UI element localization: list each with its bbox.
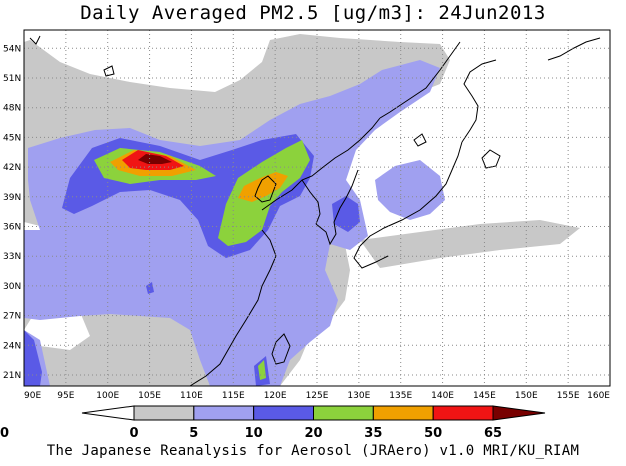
plot-frame	[23, 29, 611, 387]
colorbar-segment	[372, 405, 434, 421]
colorbar-segment	[253, 405, 315, 421]
latitude-labels: 21N 24N 27N 30N 33N 36N 39N 42N 45N 48N 51N 54N	[3, 44, 21, 381]
lon-tick-label: 90E	[24, 391, 41, 401]
colorbar-label: 20	[304, 426, 322, 441]
map-title: Daily Averaged PM2.5 [ug/m3]: 24Jun2013	[80, 2, 546, 24]
lon-tick-label: 120E	[264, 391, 287, 401]
lat-tick-label: 48N	[3, 104, 21, 114]
colorbar-label: 35	[364, 426, 382, 441]
lon-tick-label: 100E	[96, 391, 119, 401]
colorbar-segment	[492, 405, 546, 421]
colorbar-label: 80	[0, 426, 9, 441]
colorbar-segment	[81, 405, 135, 421]
lat-tick-label: 54N	[3, 44, 21, 54]
colorbar: 0 5 10 20 35 50 65 80	[0, 405, 546, 441]
colorbar-label: 50	[424, 426, 442, 441]
lon-tick-label: 160E	[587, 391, 610, 401]
colorbar-segment	[133, 405, 195, 421]
plot-area	[24, 30, 610, 387]
lon-tick-label: 155E	[557, 391, 580, 401]
lat-tick-label: 36N	[3, 223, 21, 233]
lon-tick-label: 125E	[306, 391, 329, 401]
lat-tick-label: 45N	[3, 133, 21, 143]
colorbar-segment	[432, 405, 494, 421]
colorbar-segment	[193, 405, 255, 421]
lat-tick-label: 24N	[3, 341, 21, 351]
grid-lines	[24, 30, 610, 386]
colorbar-label: 5	[189, 426, 198, 441]
colorbar-segment	[313, 405, 374, 421]
lon-tick-label: 115E	[222, 391, 245, 401]
contour-80-plus	[138, 154, 172, 164]
coastline	[29, 35, 601, 387]
lon-tick-label: 145E	[473, 391, 496, 401]
longitude-labels: 90E 95E 100E 105E 110E 115E 120E 125E 130E 135E 14…	[24, 391, 610, 401]
lon-tick-label: 110E	[180, 391, 203, 401]
lon-tick-label: 150E	[515, 391, 538, 401]
lat-tick-label: 39N	[3, 193, 21, 203]
colorbar-label: 10	[245, 426, 263, 441]
lat-tick-label: 51N	[3, 74, 21, 84]
lat-tick-label: 42N	[3, 163, 21, 173]
lon-tick-label: 105E	[138, 391, 161, 401]
footer-credit: The Japanese Reanalysis for Aerosol (JRA…	[46, 443, 580, 459]
lat-tick-label: 21N	[3, 371, 21, 381]
lat-tick-label: 30N	[3, 282, 21, 292]
lat-tick-label: 33N	[3, 252, 21, 262]
lon-tick-label: 95E	[57, 391, 74, 401]
lon-tick-label: 140E	[431, 391, 454, 401]
colorbar-label: 65	[484, 426, 502, 441]
colorbar-label: 0	[129, 426, 138, 441]
lon-tick-label: 130E	[347, 391, 370, 401]
lon-tick-label: 135E	[389, 391, 412, 401]
lat-tick-label: 27N	[3, 312, 21, 322]
